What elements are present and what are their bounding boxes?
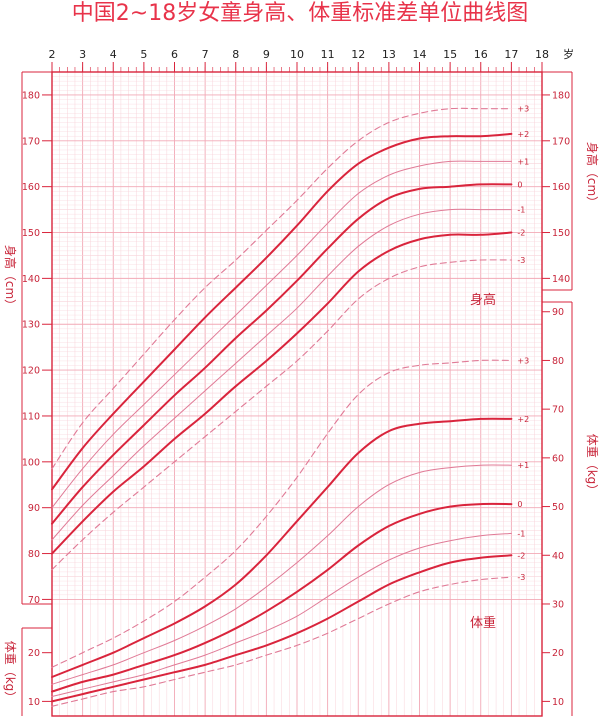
height-tick-labels: 70 80 90 100 110 120 130 140 150 160 170 180 140 150 1… [22, 90, 570, 605]
weight-sd-label: 0 [517, 500, 522, 509]
height-curve-sd-0 [51, 183, 513, 525]
weight-curve-sd-plus3 [51, 359, 512, 668]
height-left-tick-label: 80 [28, 549, 40, 560]
height-sd-label: 0 [517, 180, 522, 189]
height-left-tick-label: 70 [28, 595, 40, 606]
grid [51, 71, 543, 716]
weight-curve-sd-0 [51, 502, 513, 693]
weight-right-tick-label: 50 [552, 502, 564, 513]
height-curve-sd-plus1 [51, 160, 512, 509]
axis-frames [21, 71, 573, 717]
height-left-tick-label: 120 [22, 366, 40, 377]
x-tick-label: 17 [504, 48, 518, 61]
height-right-tick-label: 170 [552, 136, 570, 147]
x-tick-label: 4 [110, 48, 117, 61]
weight-sd-label: +3 [517, 356, 529, 365]
x-tick-label: 7 [202, 48, 209, 61]
height-right-tick-label: 150 [552, 228, 570, 239]
x-tick-label: 15 [443, 48, 457, 61]
chart-title: 中国2~18岁女童身高、体重标准差单位曲线图 [72, 1, 528, 26]
weight-curve-sd-minus2 [51, 554, 513, 703]
weight-sd-label: -2 [517, 551, 525, 560]
weight-right-tick-label: 60 [552, 453, 564, 464]
weight-left-tick-label: 10 [28, 697, 40, 708]
weight-tick-labels: 10 20 10 20 30 40 50 60 70 80 90 [28, 307, 564, 708]
x-tick-label: 18 [535, 48, 549, 61]
height-curve-sd-plus2 [51, 132, 513, 491]
height-sd-label: +1 [517, 157, 529, 166]
x-tick-label: 14 [413, 48, 427, 61]
x-tick-label: 11 [321, 48, 335, 61]
height-axis-title-right: 身高（cm） [585, 142, 600, 208]
age-unit-label: 岁 [563, 47, 574, 61]
height-curve-sd-minus3 [51, 259, 512, 571]
x-tick-label: 8 [232, 48, 239, 61]
weight-curve-sd-plus1 [51, 464, 512, 685]
weight-right-tick-label: 40 [552, 551, 564, 562]
sd-labels: +3 +2 +1 0 -1 -2 -3 +3 +2 +1 0 -1 -2 -3 [517, 105, 529, 582]
height-left-tick-label: 110 [22, 411, 40, 422]
weight-sd-label: +2 [517, 415, 529, 424]
height-curve-sd-minus2 [51, 231, 513, 555]
height-axis-title-left: 身高（cm） [3, 245, 18, 311]
height-left-tick-label: 130 [22, 320, 40, 331]
weight-curve-sd-minus1 [51, 532, 512, 697]
weight-panel-label: 体重 [470, 615, 496, 631]
height-panel-label: 身高 [470, 292, 496, 308]
height-sd-label: -3 [517, 256, 525, 265]
height-left-tick-label: 180 [22, 90, 40, 101]
height-sd-label: +3 [517, 105, 529, 114]
weight-sd-label: +1 [517, 461, 529, 470]
height-left-tick-label: 150 [22, 228, 40, 239]
weight-sd-label: -1 [517, 529, 525, 538]
weight-sd-label: -3 [517, 573, 525, 582]
height-curve-sd-minus1 [51, 208, 512, 541]
weight-axis-title-left: 体重（kg） [3, 641, 17, 704]
x-tick-label: 16 [474, 48, 488, 61]
height-right-tick-label: 160 [552, 182, 570, 193]
height-left-tick-label: 160 [22, 182, 40, 193]
x-tick-label: 2 [49, 48, 56, 61]
x-tick-label: 10 [290, 48, 304, 61]
weight-curve-sd-plus2 [51, 417, 513, 678]
weight-right-tick-label: 70 [552, 405, 564, 416]
x-tick-label: 5 [140, 48, 147, 61]
height-curve-sd-plus3 [51, 107, 512, 470]
weight-right-tick-label: 30 [552, 599, 564, 610]
weight-right-tick-label: 10 [552, 697, 564, 708]
weight-right-tick-label: 90 [552, 307, 564, 318]
height-right-tick-label: 140 [552, 274, 570, 285]
x-tick-label: 9 [263, 48, 270, 61]
height-left-tick-label: 140 [22, 274, 40, 285]
height-left-tick-label: 90 [28, 503, 40, 514]
weight-curve-sd-minus3 [51, 576, 512, 707]
x-tick-label: 12 [351, 48, 365, 61]
x-tick-label: 13 [382, 48, 396, 61]
height-left-tick-label: 170 [22, 136, 40, 147]
sd-curves [51, 107, 513, 707]
weight-left-tick-label: 20 [28, 648, 40, 659]
height-left-tick-label: 100 [22, 457, 40, 468]
x-tick-label: 6 [171, 48, 178, 61]
height-sd-label: -1 [517, 206, 525, 215]
height-sd-label: +2 [517, 130, 529, 139]
x-tick-label: 3 [79, 48, 86, 61]
height-right-tick-label: 180 [552, 90, 570, 101]
weight-right-tick-label: 20 [552, 648, 564, 659]
weight-axis-title-right: 体重（kg） [585, 434, 599, 497]
weight-right-tick-label: 80 [552, 356, 564, 367]
x-tick-labels: 2 3 4 5 6 7 8 9 10 11 12 13 14 15 16 17 18 [49, 48, 549, 72]
height-sd-label: -2 [517, 229, 525, 238]
